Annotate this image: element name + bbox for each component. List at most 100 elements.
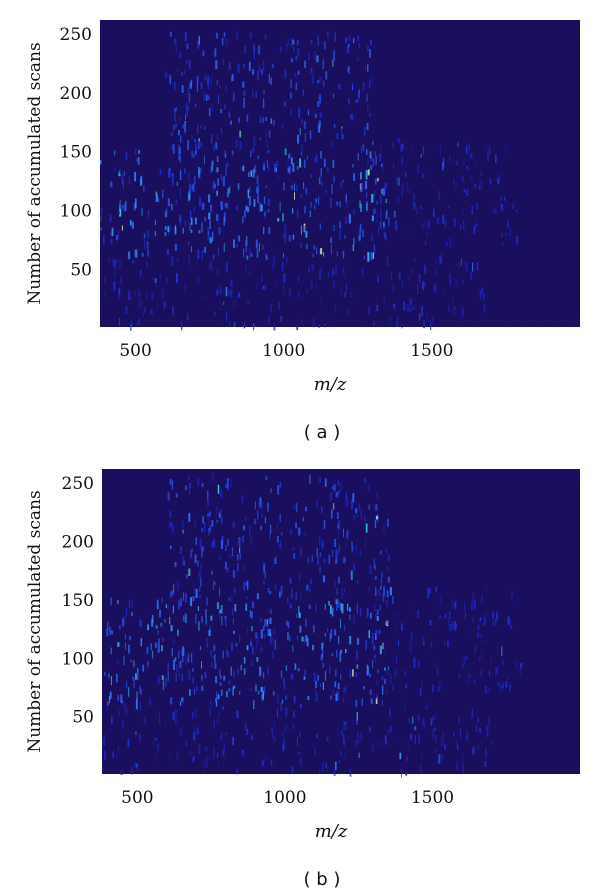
heatmap-streak: [402, 143, 404, 151]
heatmap-streak: [419, 313, 421, 321]
heatmap-streak: [156, 599, 159, 610]
heatmap-streak: [295, 82, 297, 91]
heatmap-streak: [181, 701, 183, 706]
heatmap-streak: [226, 312, 228, 322]
heatmap-streak: [292, 547, 295, 551]
heatmap-streak: [421, 680, 423, 689]
heatmap-streak: [245, 581, 248, 586]
heatmap-streak: [376, 616, 379, 621]
heatmap-streak: [345, 542, 347, 548]
heatmap-streak: [228, 680, 231, 685]
heatmap-streak: [128, 291, 131, 301]
heatmap-streak: [221, 517, 223, 524]
heatmap-streak: [410, 632, 413, 642]
heatmap-streak: [461, 307, 464, 317]
heatmap-streak: [329, 695, 332, 700]
heatmap-streak: [314, 747, 316, 756]
heatmap-streak: [296, 613, 298, 618]
heatmap-streak: [221, 615, 223, 626]
heatmap-streak: [220, 733, 223, 742]
heatmap-streak: [484, 639, 487, 644]
heatmap-streak: [190, 267, 192, 271]
heatmap-streak: [179, 52, 182, 59]
heatmap-streak: [224, 202, 227, 208]
heatmap-streak: [161, 598, 163, 602]
heatmap-streak: [453, 217, 456, 227]
heatmap-streak: [292, 234, 295, 240]
heatmap-streak: [111, 227, 114, 237]
heatmap-streak: [432, 684, 434, 692]
heatmap-streak: [198, 166, 200, 176]
heatmap-streak: [278, 175, 279, 181]
y-tick-label: 100: [60, 202, 92, 222]
heatmap-streak: [173, 583, 175, 594]
heatmap-streak: [448, 617, 450, 627]
heatmap-streak: [225, 163, 228, 168]
heatmap-streak: [239, 633, 241, 644]
heatmap-streak: [260, 629, 263, 639]
heatmap-streak: [201, 554, 203, 558]
heatmap-streak: [286, 256, 288, 264]
heatmap-streak: [221, 536, 224, 545]
heatmap-streak: [262, 672, 265, 679]
heatmap-streak: [299, 158, 301, 168]
heatmap-streak: [287, 621, 290, 629]
heatmap-streak: [128, 644, 130, 654]
heatmap-streak: [406, 755, 408, 761]
heatmap-streak: [245, 603, 248, 611]
heatmap-streak: [192, 756, 195, 762]
heatmap-streak: [334, 304, 337, 313]
heatmap-streak: [424, 265, 426, 274]
heatmap-streak: [374, 519, 377, 529]
heatmap-streak: [178, 145, 181, 155]
heatmap-streak: [266, 619, 268, 625]
heatmap-streak: [201, 528, 203, 532]
heatmap-streak: [334, 124, 336, 129]
heatmap-streak: [265, 255, 268, 260]
heatmap-streak: [343, 179, 344, 183]
heatmap-streak: [189, 487, 190, 495]
heatmap-streak: [366, 94, 368, 102]
heatmap-streak: [459, 224, 462, 230]
heatmap-streak: [250, 639, 252, 647]
heatmap-streak: [319, 768, 321, 774]
heatmap-streak: [373, 320, 376, 326]
heatmap-streak: [139, 300, 141, 308]
heatmap-streak: [239, 691, 241, 695]
heatmap-streak: [217, 694, 220, 700]
heatmap-streak: [213, 644, 216, 650]
heatmap-streak: [263, 227, 265, 235]
heatmap-streak: [169, 510, 172, 518]
heatmap-streak: [282, 284, 285, 295]
heatmap-streak: [422, 635, 425, 641]
heatmap-streak: [345, 648, 347, 654]
heatmap-streak: [340, 603, 343, 611]
heatmap-streak: [134, 249, 137, 258]
heatmap-streak: [177, 600, 180, 610]
heatmap-streak: [285, 665, 287, 671]
heatmap-streak: [377, 669, 379, 673]
heatmap-streak: [246, 728, 249, 735]
heatmap-streak: [381, 163, 383, 168]
heatmap-streak: [142, 664, 145, 672]
heatmap-streak: [174, 243, 177, 251]
heatmap-streak: [217, 763, 219, 768]
heatmap-streak: [100, 227, 102, 231]
heatmap-streak: [292, 163, 295, 172]
heatmap-streak: [384, 645, 387, 655]
heatmap-streak: [187, 140, 189, 150]
heatmap-streak: [175, 45, 177, 51]
heatmap-streak: [141, 208, 143, 216]
heatmap-streak: [200, 82, 203, 90]
heatmap-streak: [258, 243, 260, 252]
heatmap-streak: [360, 172, 362, 180]
heatmap-streak: [371, 234, 373, 242]
heatmap-streak: [121, 720, 124, 730]
heatmap-streak: [214, 183, 216, 189]
heatmap-streak: [480, 740, 482, 748]
heatmap-streak: [511, 589, 514, 599]
heatmap-streak: [485, 612, 487, 619]
heatmap-streak: [361, 698, 363, 706]
heatmap-streak: [407, 227, 409, 236]
heatmap-streak: [353, 563, 355, 572]
